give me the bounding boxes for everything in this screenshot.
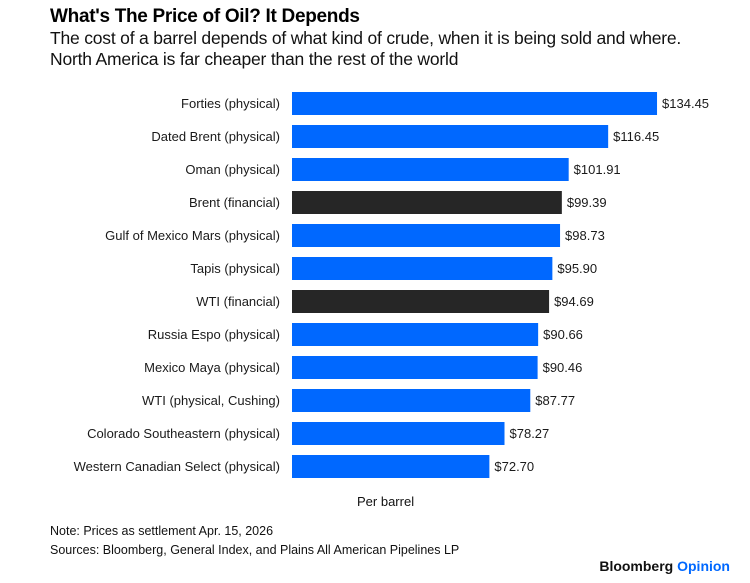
value-label: $78.27 <box>510 426 550 441</box>
value-label: $72.70 <box>494 459 534 474</box>
value-label: $116.45 <box>613 129 659 144</box>
subtitle-line-2: North America is far cheaper than the re… <box>50 49 459 69</box>
chart-subtitle: The cost of a barrel depends of what kin… <box>50 28 750 70</box>
category-label: Gulf of Mexico Mars (physical) <box>105 228 280 243</box>
category-label: Colorado Southeastern (physical) <box>87 426 280 441</box>
bar-physical <box>292 422 505 445</box>
bar-financial <box>292 191 562 214</box>
category-label: Forties (physical) <box>181 96 280 111</box>
value-label: $94.69 <box>554 294 594 309</box>
bar-physical <box>292 389 531 412</box>
x-axis-title: Per barrel <box>357 494 415 509</box>
bar-physical <box>292 323 539 346</box>
category-label: Brent (financial) <box>189 195 280 210</box>
value-label: $90.66 <box>543 327 583 342</box>
value-label: $134.45 <box>662 96 709 111</box>
category-label: Tapis (physical) <box>190 261 280 276</box>
bar-physical <box>292 224 561 247</box>
bar-physical <box>292 455 490 478</box>
category-label: Mexico Maya (physical) <box>144 360 280 375</box>
category-label: WTI (financial) <box>196 294 280 309</box>
value-label: $101.91 <box>574 162 621 177</box>
value-label: $98.73 <box>565 228 605 243</box>
brand-accent: Opinion <box>677 558 730 574</box>
bar-physical <box>292 92 658 115</box>
value-label: $99.39 <box>567 195 607 210</box>
bar-physical <box>292 356 538 379</box>
bar-physical <box>292 125 609 148</box>
bar-physical <box>292 257 553 280</box>
footnotes: Note: Prices as settlement Apr. 15, 2026… <box>50 522 459 560</box>
brand-logo: Bloomberg Opinion <box>599 558 730 574</box>
value-label: $95.90 <box>557 261 597 276</box>
category-label: Dated Brent (physical) <box>151 129 280 144</box>
value-label: $90.46 <box>543 360 583 375</box>
category-label: Russia Espo (physical) <box>148 327 280 342</box>
subtitle-line-1: The cost of a barrel depends of what kin… <box>50 28 682 48</box>
bar-physical <box>292 158 569 181</box>
value-label: $87.77 <box>535 393 575 408</box>
category-label: Oman (physical) <box>185 162 280 177</box>
category-label: Western Canadian Select (physical) <box>74 459 280 474</box>
category-label: WTI (physical, Cushing) <box>142 393 280 408</box>
brand-main: Bloomberg <box>599 558 674 574</box>
bar-financial <box>292 290 550 313</box>
chart-title: What's The Price of Oil? It Depends <box>50 6 360 27</box>
sources-text: Sources: Bloomberg, General Index, and P… <box>50 543 460 557</box>
note-text: Note: Prices as settlement Apr. 15, 2026 <box>50 524 274 538</box>
